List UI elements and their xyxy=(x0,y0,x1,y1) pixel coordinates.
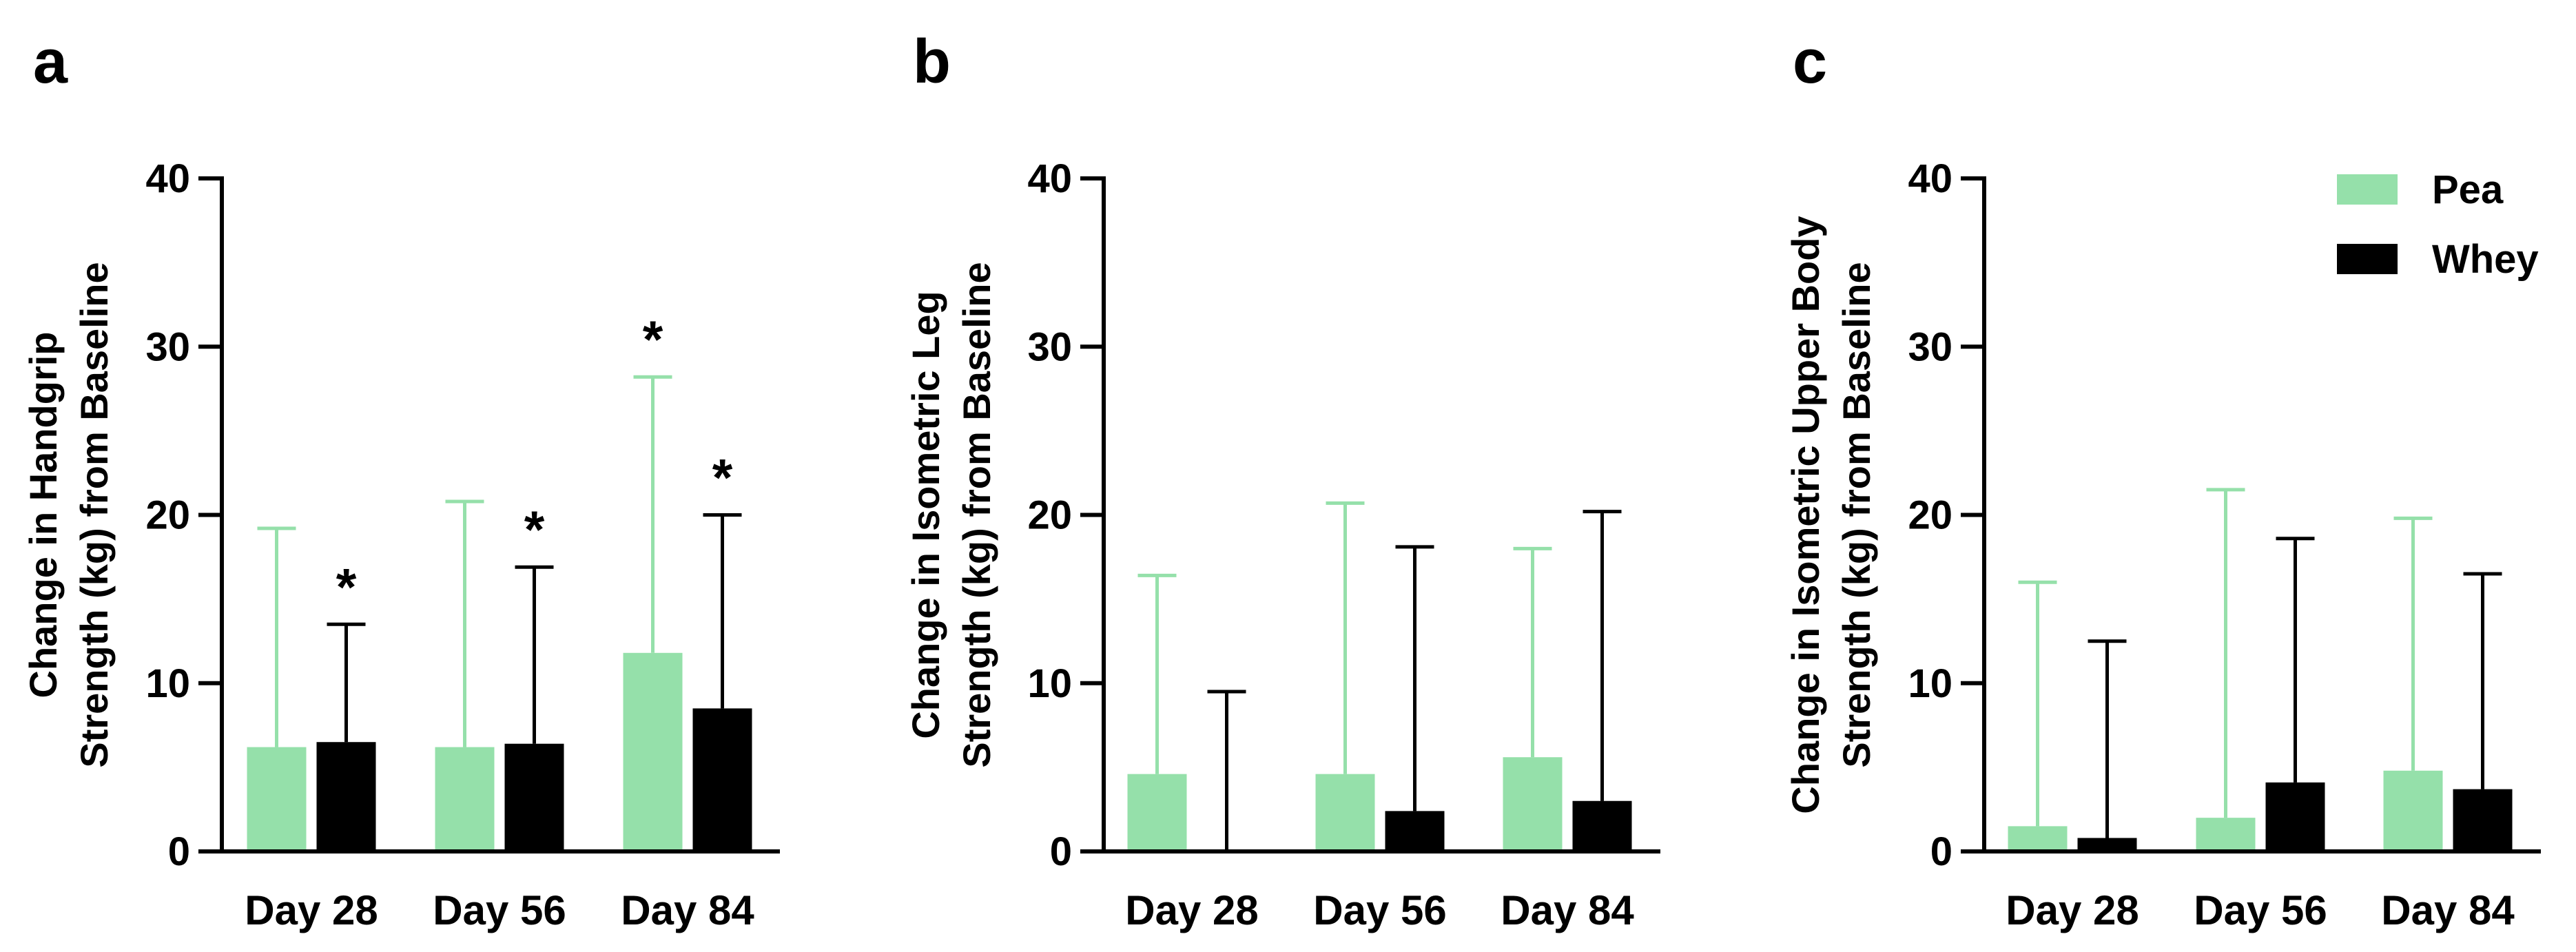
y-tick-label: 30 xyxy=(1027,324,1072,369)
panel-label: a xyxy=(33,28,68,96)
bar-whey-day-84 xyxy=(692,708,752,851)
bar-pea-day-56 xyxy=(2196,818,2256,851)
x-tick-label: Day 28 xyxy=(2006,887,2139,933)
bar-pea-day-28 xyxy=(2008,826,2068,851)
y-axis-title-line: Strength (kg) from Baseline xyxy=(72,262,116,767)
legend-label: Pea xyxy=(2432,167,2504,212)
bar-whey-day-56 xyxy=(504,743,564,851)
y-axis-title-line: Change in Isometric Upper Body xyxy=(1784,216,1827,814)
y-tick-label: 0 xyxy=(168,829,190,874)
significance-marker: * xyxy=(712,449,733,508)
y-axis-title-line: Change in Handgrip xyxy=(21,332,65,699)
x-tick-label: Day 84 xyxy=(621,887,754,933)
bar-whey-day-28 xyxy=(2077,838,2137,851)
y-tick-label: 20 xyxy=(1027,493,1072,538)
significance-marker: * xyxy=(336,558,357,617)
y-tick-label: 10 xyxy=(1027,661,1072,706)
x-tick-label: Day 56 xyxy=(1313,887,1446,933)
bar-pea-day-28 xyxy=(247,747,307,851)
y-axis-title-line: Strength (kg) from Baseline xyxy=(1835,262,1878,767)
bar-whey-day-56 xyxy=(1385,811,1445,851)
panel-label: b xyxy=(913,28,951,96)
x-tick-label: Day 84 xyxy=(1501,887,1634,933)
y-tick-label: 40 xyxy=(1908,156,1952,201)
bar-pea-day-56 xyxy=(1315,774,1375,851)
y-axis-title-line: Change in Isometric Leg xyxy=(904,291,947,738)
y-axis-title-line: Strength (kg) from Baseline xyxy=(955,262,998,767)
y-tick-label: 30 xyxy=(145,324,190,369)
x-tick-label: Day 84 xyxy=(2381,887,2515,933)
y-tick-label: 10 xyxy=(1908,661,1952,706)
x-tick-label: Day 56 xyxy=(2194,887,2327,933)
y-tick-label: 0 xyxy=(1050,829,1072,874)
x-tick-label: Day 56 xyxy=(433,887,566,933)
bar-whey-day-28 xyxy=(316,742,376,851)
bar-whey-day-84 xyxy=(2453,789,2513,851)
y-tick-label: 40 xyxy=(1027,156,1072,201)
bar-pea-day-56 xyxy=(435,747,495,851)
bar-pea-day-84 xyxy=(623,652,683,851)
x-tick-label: Day 28 xyxy=(1125,887,1258,933)
significance-marker: * xyxy=(524,501,545,559)
y-tick-label: 20 xyxy=(145,493,190,538)
bar-pea-day-28 xyxy=(1127,774,1187,851)
y-tick-label: 20 xyxy=(1908,493,1952,538)
y-tick-label: 30 xyxy=(1908,324,1952,369)
x-tick-label: Day 28 xyxy=(245,887,378,933)
bar-pea-day-84 xyxy=(1503,757,1563,851)
bar-whey-day-84 xyxy=(1572,800,1632,851)
legend-swatch-whey xyxy=(2337,244,2398,274)
y-tick-label: 10 xyxy=(145,661,190,706)
legend-swatch-pea xyxy=(2337,174,2398,205)
y-tick-label: 40 xyxy=(145,156,190,201)
bar-whey-day-56 xyxy=(2265,782,2325,851)
legend-label: Whey xyxy=(2432,237,2539,282)
significance-marker: * xyxy=(643,311,663,369)
bar-pea-day-84 xyxy=(2383,770,2443,851)
y-tick-label: 0 xyxy=(1930,829,1952,874)
panel-label: c xyxy=(1793,28,1827,96)
